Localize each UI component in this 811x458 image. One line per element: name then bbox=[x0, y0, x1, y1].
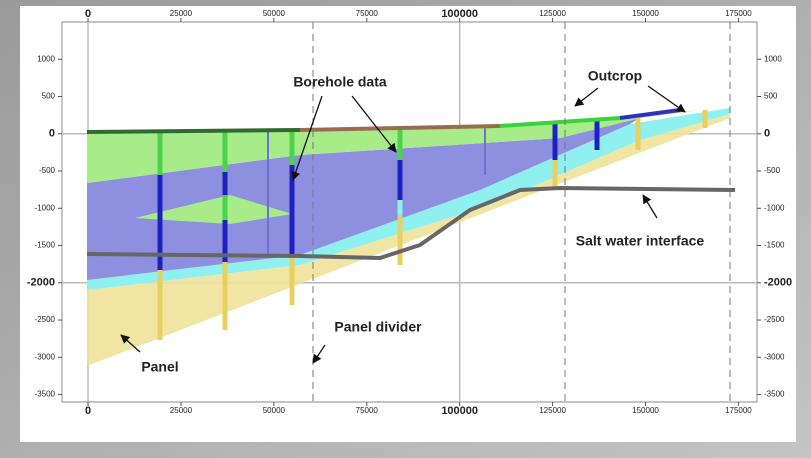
plot-area: Borehole data Outcrop Salt water interfa… bbox=[62, 22, 757, 402]
y-tick-label: -500 bbox=[39, 166, 56, 175]
y-tick-label: -500 bbox=[764, 166, 781, 175]
y-tick-label: -1000 bbox=[35, 203, 56, 212]
x-tick-label: 175000 bbox=[725, 9, 752, 18]
y-tick-label: -2500 bbox=[35, 315, 56, 324]
y-tick-label: -3500 bbox=[35, 390, 56, 399]
y-tick-label: 500 bbox=[42, 92, 56, 101]
y-tick-label: 500 bbox=[764, 92, 778, 101]
x-tick-label: 50000 bbox=[263, 406, 286, 415]
x-tick-label: 100000 bbox=[441, 8, 478, 20]
y-tick-label: 0 bbox=[49, 128, 55, 140]
y-tick-label: -1500 bbox=[35, 241, 56, 250]
label-outcrop: Outcrop bbox=[588, 68, 642, 84]
y-tick-label: -3000 bbox=[764, 352, 785, 361]
y-tick-label: -3500 bbox=[764, 390, 785, 399]
y-tick-label: -2000 bbox=[764, 277, 792, 289]
x-tick-label: 75000 bbox=[356, 9, 379, 18]
y-tick-label: 0 bbox=[764, 128, 770, 140]
y-tick-label: -2000 bbox=[27, 277, 55, 289]
x-tick-label: 75000 bbox=[356, 406, 379, 415]
x-tick-label: 150000 bbox=[632, 406, 659, 415]
y-tick-label: -3000 bbox=[35, 352, 56, 361]
x-tick-label: 25000 bbox=[170, 406, 193, 415]
label-borehole: Borehole data bbox=[293, 74, 387, 90]
y-tick-label: 1000 bbox=[37, 54, 55, 63]
x-tick-label: 25000 bbox=[170, 9, 193, 18]
x-tick-label: 0 bbox=[85, 8, 91, 20]
label-salt: Salt water interface bbox=[576, 233, 705, 249]
x-tick-label: 0 bbox=[85, 405, 91, 417]
x-tick-label: 100000 bbox=[441, 405, 478, 417]
x-tick-label: 50000 bbox=[263, 9, 286, 18]
surface bbox=[87, 130, 300, 132]
x-tick-label: 125000 bbox=[539, 9, 566, 18]
x-tick-label: 125000 bbox=[539, 406, 566, 415]
y-tick-label: -2500 bbox=[764, 315, 785, 324]
y-tick-label: 1000 bbox=[764, 54, 782, 63]
y-tick-label: -1500 bbox=[764, 241, 785, 250]
label-panel: Panel bbox=[141, 359, 178, 375]
x-tick-label: 150000 bbox=[632, 9, 659, 18]
label-divider: Panel divider bbox=[334, 319, 422, 335]
x-tick-label: 175000 bbox=[725, 406, 752, 415]
cross-section: Borehole data Outcrop Salt water interfa… bbox=[0, 0, 811, 458]
y-tick-label: -1000 bbox=[764, 203, 785, 212]
